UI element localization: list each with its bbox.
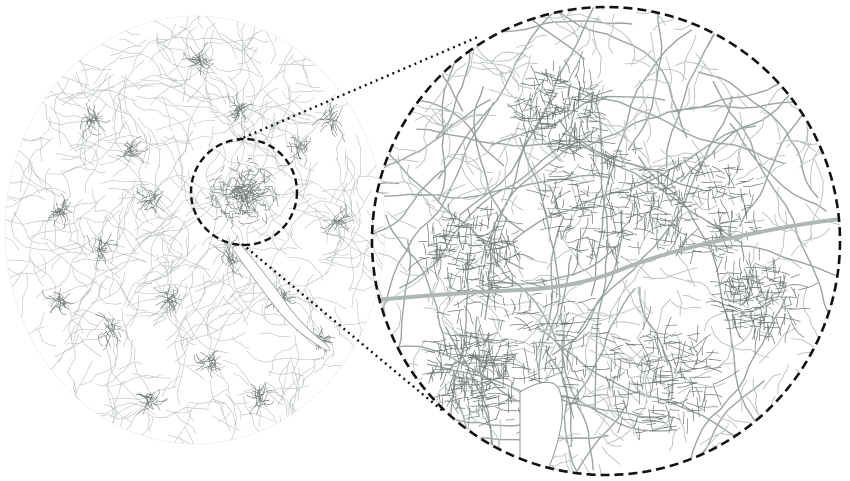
connector-line-top (237, 34, 481, 142)
connector-line-bottom (241, 243, 445, 413)
overview-urban-roads (42, 41, 355, 415)
zoomed-major-roads (372, 7, 840, 475)
river (375, 216, 840, 302)
lake-outline (231, 243, 330, 351)
overview-road-map (5, 16, 385, 444)
focus-circle (189, 137, 299, 247)
zoom-circle-border (370, 5, 842, 477)
lake-tip (519, 381, 563, 475)
zoomed-road-map (372, 7, 840, 475)
overview-region-halo (4, 15, 386, 445)
overview-rural-roads (5, 16, 385, 444)
